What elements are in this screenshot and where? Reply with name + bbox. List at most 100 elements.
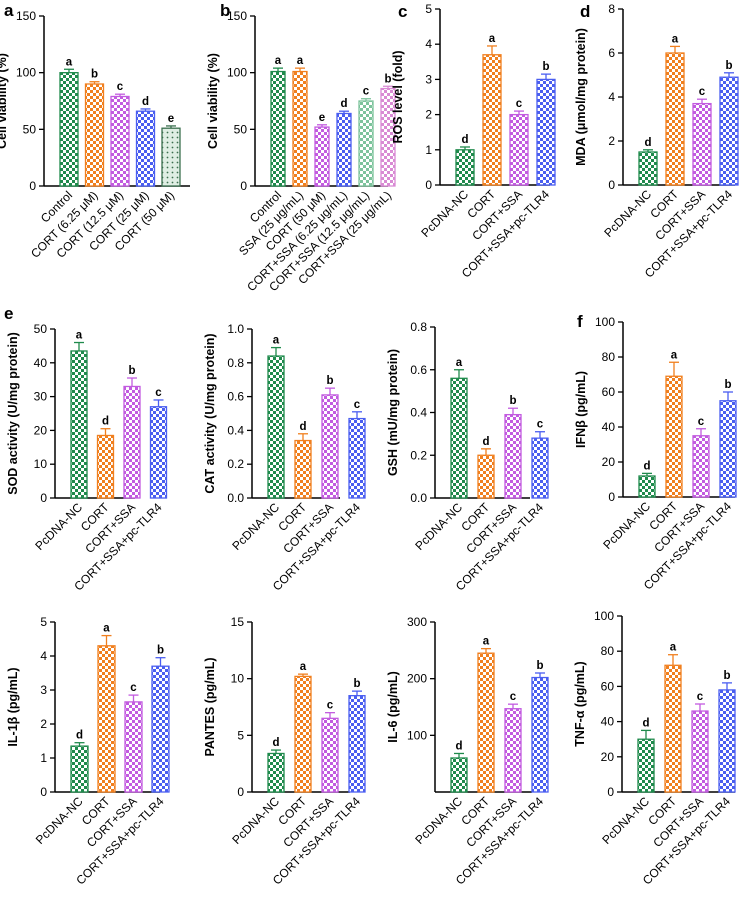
y-axis-label: MDA (μmol/mg protein): [574, 28, 588, 166]
y-tick-label: 2: [608, 134, 615, 148]
significance-letter: a: [456, 357, 463, 369]
bar-g_il1-2: [124, 701, 143, 793]
y-tick-label: 300: [407, 615, 427, 629]
significance-letter: a: [275, 55, 282, 67]
bar-e_cat-2: [321, 394, 339, 499]
bar-g_tnf-2: [691, 710, 709, 793]
significance-letter: a: [671, 349, 678, 361]
bar-b-4: [358, 100, 374, 187]
bar-g_il6-2: [504, 708, 522, 793]
y-tick-label: 30: [34, 390, 48, 404]
bar-f_ifn-2: [692, 435, 710, 498]
y-tick-label: 3: [425, 72, 432, 86]
significance-letter: c: [117, 81, 124, 93]
y-tick-label: 200: [407, 672, 427, 686]
bar-d-3: [719, 76, 739, 186]
x-category-label: PcDNA-NC: [32, 500, 85, 553]
significance-letter: c: [697, 691, 704, 703]
bar-a-2: [110, 95, 130, 187]
y-tick-label: 1.0: [227, 322, 244, 336]
bar-c-2: [509, 113, 529, 186]
panel-label: d: [580, 2, 590, 21]
y-tick-label: 40: [601, 715, 615, 729]
bar-c-3: [536, 78, 556, 186]
y-tick-label: 8: [608, 2, 615, 16]
significance-letter: c: [699, 86, 706, 98]
bar-e_cat-0: [267, 355, 285, 499]
y-tick-label: 20: [601, 750, 615, 764]
chart-e_sod: e 0 10 20 30 40 50 SOD activity (U/mg protein) a…: [4, 304, 168, 593]
y-tick-label: 60: [602, 385, 616, 399]
panel-label: a: [4, 1, 14, 20]
bar-d-0: [638, 151, 658, 186]
significance-letter: c: [155, 387, 162, 399]
panel-label: c: [398, 2, 407, 21]
y-tick-label: 20: [34, 423, 48, 437]
y-tick-label: 1: [425, 143, 432, 157]
bar-a-4: [161, 127, 181, 187]
y-axis-label: Cell viability (%): [0, 53, 9, 149]
significance-letter: d: [482, 436, 489, 448]
significance-letter: b: [128, 365, 135, 377]
bar-e_sod-1: [96, 434, 115, 499]
y-tick-label: 1: [40, 751, 47, 765]
y-tick-label: 100: [595, 315, 615, 329]
bar-g_il6-1: [477, 652, 495, 793]
y-axis-label: IFNβ (pg/mL): [574, 371, 588, 448]
y-tick-label: 20: [602, 455, 616, 469]
bar-g_rantes-1: [294, 675, 312, 793]
y-tick-label: 5: [237, 728, 244, 742]
y-tick-label: 0.6: [410, 363, 427, 377]
bar-f_ifn-0: [638, 475, 656, 498]
significance-letter: a: [300, 661, 307, 673]
significance-letter: a: [483, 636, 490, 648]
bar-c-0: [455, 149, 475, 186]
bar-b-3: [336, 112, 352, 187]
significance-letter: a: [103, 623, 110, 635]
bar-f_ifn-1: [665, 375, 683, 498]
x-category-label: PcDNA-NC: [229, 500, 282, 553]
y-tick-label: 0.8: [410, 320, 427, 334]
y-tick-label: 100: [227, 66, 247, 80]
x-category-label: PcDNA-NC: [600, 499, 653, 552]
y-tick-label: 0.4: [410, 406, 427, 420]
y-tick-label: 0: [425, 178, 432, 192]
significance-letter: d: [272, 737, 279, 749]
significance-letter: b: [157, 645, 164, 657]
significance-letter: a: [76, 330, 83, 342]
significance-letter: d: [76, 730, 83, 742]
x-category-label: PcDNA-NC: [412, 794, 465, 847]
y-tick-label: 150: [227, 9, 247, 23]
y-tick-label: 0: [29, 179, 36, 193]
significance-letter: d: [642, 717, 649, 729]
bar-d-2: [692, 102, 712, 186]
y-axis-label: ROS level (fold): [391, 50, 405, 143]
significance-letter: d: [299, 421, 306, 433]
y-tick-label: 0: [608, 490, 615, 504]
y-tick-label: 5: [40, 615, 47, 629]
significance-letter: b: [536, 660, 543, 672]
bar-e_gsh-1: [477, 454, 495, 499]
y-axis-label: SOD activity (U/mg protein): [6, 332, 20, 495]
bar-e_cat-1: [294, 439, 312, 499]
y-axis-label: GSH (mU/mg protein): [386, 349, 400, 476]
y-tick-label: 80: [601, 644, 615, 658]
bar-a-3: [135, 110, 156, 187]
y-tick-label: 4: [608, 90, 615, 104]
y-tick-label: 80: [602, 350, 616, 364]
bar-d-1: [665, 52, 685, 186]
y-tick-label: 6: [608, 46, 615, 60]
y-tick-label: 100: [407, 728, 427, 742]
significance-letter: c: [130, 682, 137, 694]
y-tick-label: 100: [594, 609, 614, 623]
significance-letter: a: [66, 56, 73, 68]
bar-f_ifn-3: [719, 400, 737, 498]
x-category-label: PcDNA-NC: [418, 187, 471, 240]
y-tick-label: 0.6: [227, 390, 244, 404]
significance-letter: c: [363, 86, 370, 98]
significance-letter: a: [489, 33, 496, 45]
